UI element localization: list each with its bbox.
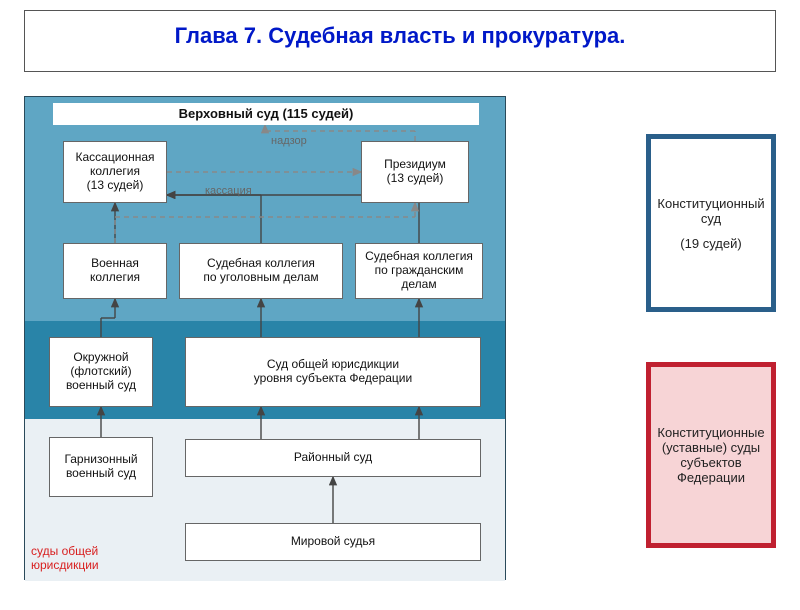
box-subject_court: Суд общей юрисдикцииуровня субъекта Феде… [185,337,481,407]
edge-label: кассация [205,185,252,197]
box-magistrate: Мировой судья [185,523,481,561]
box-criminal_col: Судебная коллегияпо уголовным делам [179,243,343,299]
box-garrison: Гарнизонныйвоенный суд [49,437,153,497]
box-military_col: Военнаяколлегия [63,243,167,299]
box-supreme: Верховный суд (115 судей) [53,103,479,125]
box-presidium: Президиум(13 судей) [361,141,469,203]
main-area: Верховный суд (115 судей) Кассационнаякол… [24,96,776,582]
edge-label: надзор [271,135,307,147]
footer-label: суды общейюрисдикции [31,545,99,573]
box-district: Районный суд [185,439,481,477]
box-okrug: Окружной(флотский)военный суд [49,337,153,407]
page-title: Глава 7. Судебная власть и прокуратура. [175,23,626,48]
box-civil_col: Судебная коллегияпо гражданским делам [355,243,483,299]
court-diagram: Верховный суд (115 судей) Кассационнаякол… [24,96,506,580]
constitutional-court-box: Конституционныйсуд(19 судей) [646,134,776,312]
ustav-courts-box: Конституционные(уставные) судысубъектовФ… [646,362,776,548]
box-kassation_col: Кассационнаяколлегия(13 судей) [63,141,167,203]
title-bar: Глава 7. Судебная власть и прокуратура. [24,10,776,72]
